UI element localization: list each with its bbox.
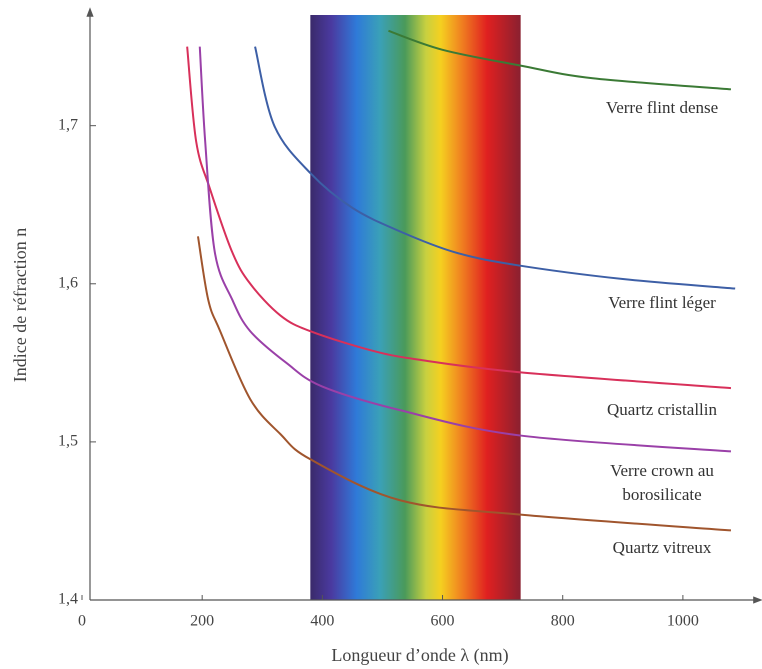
series-line — [198, 46, 732, 453]
series-line — [254, 46, 736, 290]
y-axis-title: Indice de réfraction n — [10, 228, 30, 382]
x-tick-label: 1000 — [667, 613, 699, 630]
series-label: Verre flint dense — [605, 98, 719, 117]
series-label: Quartz vitreux — [612, 538, 712, 557]
series-label: Verre flint léger — [608, 293, 716, 312]
x-axis-title: Longueur d’onde λ (nm) — [331, 645, 508, 666]
x-tick-label: 800 — [551, 613, 575, 630]
series-line — [196, 236, 732, 532]
series-label: Verre crown au borosilicate — [610, 461, 714, 504]
series-line — [186, 46, 732, 390]
x-tick-label: 600 — [431, 613, 455, 630]
y-tick-label: 1,6 — [58, 274, 78, 291]
series-label: Quartz cristallin — [607, 400, 717, 419]
series-line — [388, 29, 732, 91]
x-tick-label: 400 — [310, 613, 334, 630]
y-tick-label: 1,7 — [58, 116, 78, 133]
y-tick-label: 1,5 — [58, 433, 78, 450]
visible-spectrum — [310, 15, 521, 600]
x-tick-label: 0 — [78, 613, 86, 630]
y-tick-label: 1,4 — [58, 591, 78, 608]
x-tick-label: 200 — [190, 613, 214, 630]
